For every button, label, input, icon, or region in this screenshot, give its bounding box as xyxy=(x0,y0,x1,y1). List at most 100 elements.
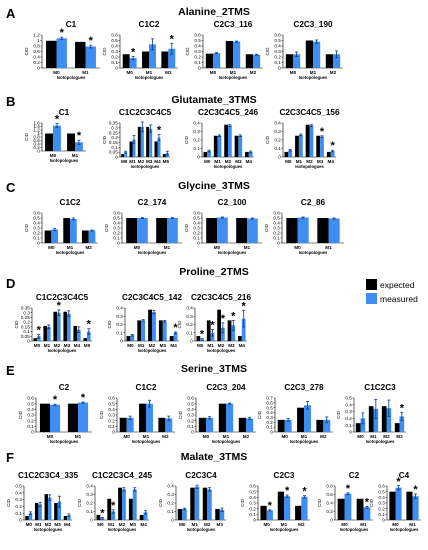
bar-measured xyxy=(141,320,146,341)
bar-expected xyxy=(196,336,201,341)
bar-expected xyxy=(121,154,125,157)
x-tick-label: M1 xyxy=(214,159,221,164)
y-axis-label: CID xyxy=(177,320,182,329)
bar-expected xyxy=(126,218,137,243)
bar-expected xyxy=(206,320,211,341)
y-tick-label: 0.2 xyxy=(378,506,385,511)
bar-charts: C100.20.40.60.811.2CID*M0*M1Isotopologue… xyxy=(6,20,421,532)
bar-measured xyxy=(130,335,135,341)
bar-expected xyxy=(67,133,75,151)
y-tick-label: 0.2 xyxy=(193,138,200,143)
chart-panel: C2_100 00.10.20.30.40.50.6 CID M0 M1Isotopol… xyxy=(184,198,262,255)
y-tick-label: 0.1 xyxy=(33,236,40,241)
y-tick-label: 0.4 xyxy=(186,306,193,311)
bar-measured xyxy=(149,128,153,157)
bar-measured xyxy=(37,336,41,341)
y-tick-label: 0.2 xyxy=(111,135,118,140)
significance-star: * xyxy=(268,500,273,512)
y-tick-label: 0.3 xyxy=(187,413,194,418)
y-tick-label: 0.6 xyxy=(113,211,120,216)
panel-letter: A xyxy=(6,6,16,21)
y-tick-label: 0.05 xyxy=(109,150,118,155)
chart-title: C1 xyxy=(66,20,77,29)
chart-title: C1C2C3C4_335 xyxy=(18,471,79,480)
x-tick-label: M3 xyxy=(228,343,235,348)
bar-measured xyxy=(207,489,212,520)
bar-measured xyxy=(320,136,324,157)
bar-expected xyxy=(162,154,166,157)
x-tick-label: M1 xyxy=(281,522,288,527)
significance-star: * xyxy=(55,114,60,126)
bar-expected xyxy=(394,423,400,432)
y-tick-label: 0.5 xyxy=(194,38,201,43)
x-tick-label: M0 xyxy=(134,245,141,250)
y-tick-label: 0 xyxy=(330,518,333,523)
bar-measured xyxy=(132,139,136,157)
significance-star: * xyxy=(210,319,215,331)
bar-measured xyxy=(266,510,273,520)
y-tick-label: 0.4 xyxy=(86,484,93,489)
y-tick-label: 0 xyxy=(90,518,93,523)
y-tick-label: 0.5 xyxy=(274,38,281,43)
y-tick-label: 0.3 xyxy=(27,413,34,418)
y-tick-label: 0.3 xyxy=(193,129,200,134)
significance-star: * xyxy=(413,484,418,496)
x-tick-label: M1 xyxy=(207,343,214,348)
bar-measured xyxy=(77,329,81,341)
significance-star: * xyxy=(100,507,105,519)
chart-title: C4 xyxy=(399,471,410,480)
chart-title: C2C3 xyxy=(274,471,295,480)
y-tick-label: 0.2 xyxy=(33,231,40,236)
x-axis-label: Isotopologues xyxy=(131,164,160,169)
bar-expected xyxy=(122,54,130,68)
y-tick-label: 0.5 xyxy=(111,38,118,43)
y-tick-label: 0.1 xyxy=(193,236,200,241)
significance-star: * xyxy=(37,324,42,336)
x-tick-label: M3 xyxy=(160,343,167,348)
x-tick-label: M1 xyxy=(301,434,308,439)
x-tick-label: M0 xyxy=(281,434,288,439)
x-tick-label: M2 xyxy=(320,434,327,439)
x-tick-label: M3 xyxy=(64,343,71,348)
y-tick-label: 0.4 xyxy=(266,410,273,415)
y-tick-label: 0 xyxy=(27,339,30,344)
y-tick-label: 0 xyxy=(190,339,193,344)
x-tick-label: M0 xyxy=(53,70,60,75)
x-tick-label: M1 xyxy=(192,522,199,527)
chart-panel: C1C2C3C4_335 0 0.1 0.2 0.3 0.40.5 CID M0 M1 M2 M3 M… xyxy=(6,471,78,532)
y-tick-label: 0.3 xyxy=(273,226,280,231)
x-axis-label: Isotopologues xyxy=(295,164,324,169)
y-tick-label: 0 xyxy=(270,430,273,435)
bar-measured xyxy=(194,486,200,520)
x-axis-label: Isotopologues xyxy=(135,75,164,80)
chart-title: C1C2 xyxy=(139,20,160,29)
y-tick-label: 0 xyxy=(19,518,22,523)
section-title: Serine_3TMS xyxy=(181,363,247,375)
bar-measured xyxy=(137,218,148,243)
x-tick-label: M2 xyxy=(165,70,172,75)
chart-panel: C1 00.20.40.60.811.21.41.6 CID * M0 * M1Isotop… xyxy=(24,108,86,163)
y-tick-label: 0.2 xyxy=(15,504,22,509)
chart-title: C1 xyxy=(59,108,70,117)
y-tick-label: 0.6 xyxy=(187,396,194,401)
bar-measured xyxy=(284,496,291,520)
y-tick-label: 0.1 xyxy=(187,424,194,429)
y-tick-label: 0.4 xyxy=(378,495,385,500)
chart-title: C1C2C3C4C5 xyxy=(119,108,172,117)
bar-measured xyxy=(70,219,77,243)
y-tick-label: 0.6 xyxy=(33,138,40,143)
y-tick-label: 0.1 xyxy=(274,146,281,151)
y-tick-label: 0.4 xyxy=(116,306,123,311)
x-tick-label: M0 xyxy=(97,522,104,527)
x-tick-label: M3 xyxy=(54,522,61,527)
x-tick-label: M0 xyxy=(123,434,130,439)
y-tick-label: 0 xyxy=(349,430,352,435)
bar-measured xyxy=(167,218,178,243)
bar-measured xyxy=(206,417,214,432)
significance-star: * xyxy=(346,483,351,495)
x-tick-label: M0 xyxy=(294,245,301,250)
bar-measured xyxy=(344,493,352,520)
y-tick-label: 0.5 xyxy=(378,489,385,494)
chart-title: C1C2 xyxy=(136,383,157,392)
x-tick-label: M1 xyxy=(35,522,42,527)
